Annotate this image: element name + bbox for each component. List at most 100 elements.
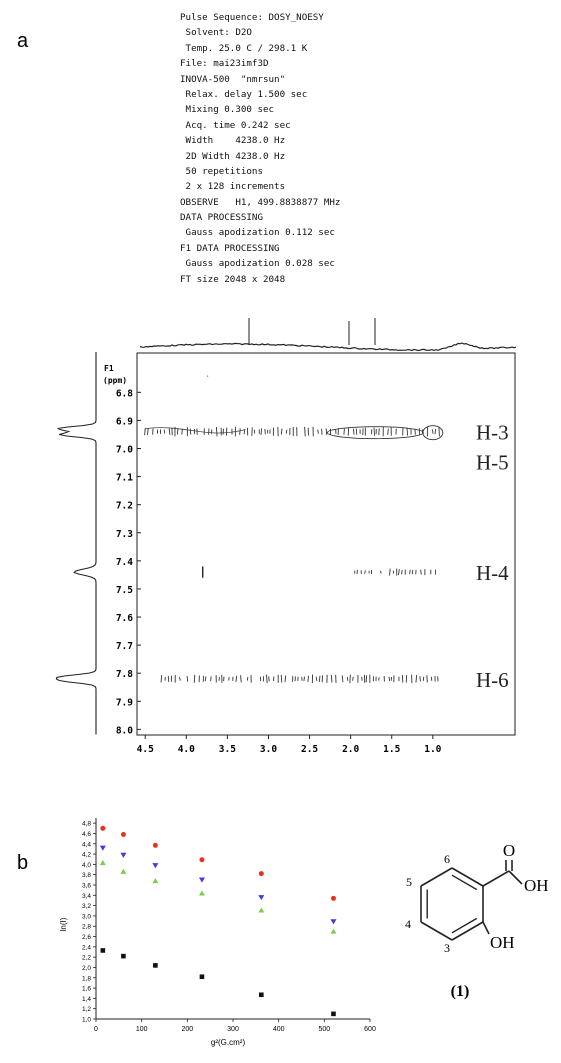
plot-border bbox=[136, 352, 516, 736]
y-tick-label: 4,8 bbox=[82, 821, 91, 828]
x-tick-label: 300 bbox=[227, 1026, 239, 1033]
panel-a-label: a bbox=[17, 30, 29, 52]
data-point bbox=[100, 825, 106, 831]
parameter-line: File: mai23imf3D bbox=[180, 58, 269, 70]
diffusion-plot-axes: 1,0 1,2 1,4 1,6 1,8 2,0 2,2 2,4 2,6 2,8 3,0 3,2 3,4 3… bbox=[59, 818, 376, 1047]
f1-tick-label: 7.6 bbox=[116, 613, 133, 624]
panel-b-label: b bbox=[17, 852, 29, 874]
y-tick-label: 1,0 bbox=[82, 1017, 91, 1024]
peak-row-h-4 bbox=[354, 568, 437, 576]
data-point bbox=[331, 1011, 336, 1017]
parameter-line: Gauss apodization 0.028 sec bbox=[180, 258, 335, 270]
y-axis-title: ln(I) bbox=[59, 917, 68, 931]
y-tick-label: 2,0 bbox=[82, 965, 91, 972]
data-point bbox=[198, 890, 205, 896]
x-tick-label: 500 bbox=[318, 1026, 330, 1033]
f1-axis-label: F1 bbox=[104, 364, 114, 373]
data-point bbox=[99, 860, 106, 866]
parameter-line: Solvent: D2O bbox=[180, 27, 252, 39]
y-tick-label: 1,4 bbox=[82, 996, 91, 1003]
f2-tick-label: 2.0 bbox=[342, 744, 359, 755]
peak-row-h-3 bbox=[144, 425, 444, 441]
data-point bbox=[258, 907, 265, 913]
data-point bbox=[120, 852, 127, 858]
x-axis-title: g²(G.cm²) bbox=[211, 1038, 246, 1047]
series-square bbox=[100, 948, 336, 1017]
f2-tick-label: 1.5 bbox=[383, 744, 400, 755]
f1-tick-label: 7.4 bbox=[116, 557, 133, 568]
data-point bbox=[152, 863, 159, 869]
x-tick-label: 0 bbox=[94, 1026, 98, 1033]
f1-tick-label: 7.7 bbox=[116, 641, 133, 652]
ring-number-4: 4 bbox=[405, 917, 411, 931]
data-point bbox=[120, 868, 127, 874]
y-tick-label: 1,6 bbox=[82, 986, 91, 993]
f1-tick-label: 8.0 bbox=[116, 725, 133, 736]
parameter-line: F1 DATA PROCESSING bbox=[180, 242, 280, 254]
atom-oh-phenol: OH bbox=[490, 933, 515, 952]
y-tick-label: 2,6 bbox=[82, 934, 91, 941]
f2-projection-trace bbox=[139, 318, 517, 352]
parameter-line: Relax. delay 1.500 sec bbox=[180, 88, 308, 100]
data-point bbox=[199, 857, 205, 863]
data-point bbox=[198, 877, 205, 883]
parameter-line: Gauss apodization 0.112 sec bbox=[180, 227, 335, 239]
ring-number-6: 6 bbox=[444, 852, 450, 866]
y-tick-label: 3,4 bbox=[82, 893, 91, 900]
ring-number-3: 3 bbox=[444, 941, 450, 955]
y-tick-label: 4,2 bbox=[82, 852, 91, 859]
x-tick-label: 600 bbox=[364, 1026, 376, 1033]
f2-tick-label: 4.0 bbox=[178, 744, 195, 755]
peak-labels: H-3 H-5 H-4 H-6 bbox=[476, 421, 509, 692]
series-triangle-down bbox=[99, 845, 337, 925]
peak-label-h-6: H-6 bbox=[476, 668, 509, 692]
f2-axis: 4.5 4.0 3.5 3.0 2.5 2.0 1.5 1.0 bbox=[137, 735, 442, 755]
y-tick-label: 1,8 bbox=[82, 975, 91, 982]
y-tick-label: 4,4 bbox=[82, 841, 91, 848]
f2-tick-label: 3.0 bbox=[260, 744, 277, 755]
structure-bonds bbox=[420, 860, 523, 941]
parameter-line: Mixing 0.300 sec bbox=[180, 104, 275, 116]
data-point bbox=[330, 919, 337, 925]
peak-label-h-3: H-3 bbox=[476, 421, 509, 445]
parameter-line: Temp. 25.0 C / 298.1 K bbox=[180, 42, 308, 54]
ring-number-5: 5 bbox=[406, 875, 412, 889]
y-tick-label: 3,2 bbox=[82, 903, 91, 910]
f1-tick-label: 7.8 bbox=[116, 669, 133, 680]
y-tick-label: 3,8 bbox=[82, 872, 91, 879]
f1-tick-label: 7.9 bbox=[116, 697, 133, 708]
f2-tick-label: 4.5 bbox=[137, 744, 154, 755]
parameter-line: 2D Width 4238.0 Hz bbox=[180, 150, 286, 162]
y-tick-label: 2,4 bbox=[82, 944, 91, 951]
peak-row-h-6 bbox=[160, 674, 439, 684]
f1-tick-label: 7.1 bbox=[116, 473, 133, 484]
parameter-line: INOVA-500 "nmrsun" bbox=[180, 73, 286, 85]
atom-oh-acid: OH bbox=[524, 876, 549, 895]
f1-tick-label: 7.0 bbox=[116, 445, 133, 456]
series-triangle-up bbox=[99, 860, 337, 934]
spectrum-frame bbox=[136, 352, 516, 736]
f1-axis-unit: (ppm) bbox=[103, 376, 127, 385]
data-point bbox=[99, 845, 106, 851]
data-point bbox=[153, 963, 158, 968]
data-point bbox=[330, 895, 336, 901]
series-circle bbox=[100, 825, 336, 901]
parameter-line: Pulse Sequence: DOSY_NOESY bbox=[180, 12, 324, 23]
y-tick-label: 4,6 bbox=[82, 831, 91, 838]
f2-tick-label: 2.5 bbox=[301, 744, 318, 755]
parameter-line: DATA PROCESSING bbox=[180, 212, 263, 224]
x-tick-label: 100 bbox=[136, 1026, 148, 1033]
data-point bbox=[152, 878, 159, 884]
f1-tick-label: 7.2 bbox=[116, 501, 133, 512]
atom-o-carbonyl: O bbox=[503, 841, 515, 860]
peak-label-h-4: H-4 bbox=[476, 561, 509, 585]
x-tick-label: 200 bbox=[181, 1026, 193, 1033]
f1-projection-trace bbox=[55, 352, 97, 735]
parameter-line: 50 repetitions bbox=[180, 165, 263, 177]
f2-tick-label: 1.0 bbox=[424, 744, 441, 755]
compound-number: (1) bbox=[451, 983, 470, 1000]
f1-tick-label: 7.3 bbox=[116, 529, 133, 540]
y-tick-label: 2,8 bbox=[82, 924, 91, 931]
